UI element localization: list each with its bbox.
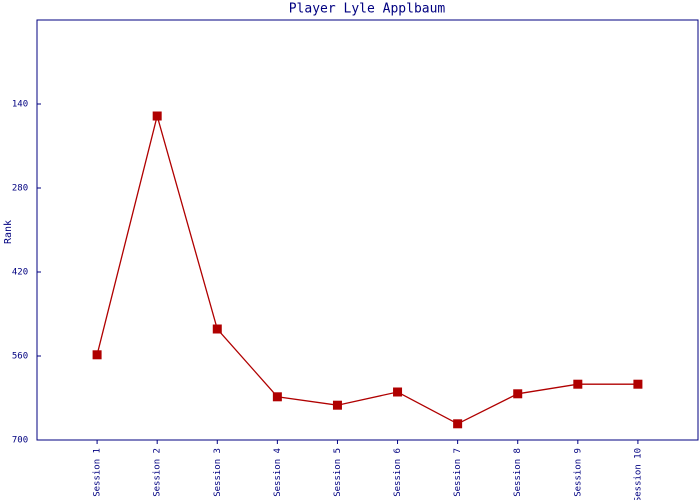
- point-marker: [212, 324, 222, 334]
- point-marker: [152, 111, 162, 121]
- y-tick-label: 420: [12, 268, 28, 278]
- x-tick-label: Session 8: [513, 448, 523, 497]
- x-tick-label: Session 7: [453, 448, 463, 497]
- y-tick-label: 700: [12, 436, 28, 446]
- point-marker: [332, 400, 342, 410]
- x-tick-label: Session 6: [393, 448, 403, 497]
- plot-frame: [36, 19, 699, 441]
- y-axis-label: Rank: [3, 220, 14, 244]
- point-marker: [513, 389, 523, 399]
- point-marker: [633, 379, 643, 389]
- x-tick-label: Session 10: [633, 448, 643, 500]
- point-marker: [453, 419, 463, 429]
- chart-title: Player Lyle Applbaum: [289, 2, 446, 17]
- x-tick-label: Session 9: [573, 448, 583, 497]
- point-marker: [272, 392, 282, 402]
- x-tick-label: Session 4: [273, 448, 283, 497]
- y-tick-label: 140: [12, 100, 28, 110]
- x-tick-label: Session 1: [93, 448, 103, 497]
- y-tick-label: 280: [12, 184, 28, 194]
- x-tick-label: Session 2: [153, 448, 163, 497]
- x-tick-label: Session 5: [333, 448, 343, 497]
- x-tick-label: Session 3: [213, 448, 223, 497]
- y-tick-label: 560: [12, 352, 28, 362]
- series-line: [96, 113, 638, 425]
- point-marker: [92, 350, 102, 360]
- point-marker: [573, 379, 583, 389]
- point-marker: [393, 387, 403, 397]
